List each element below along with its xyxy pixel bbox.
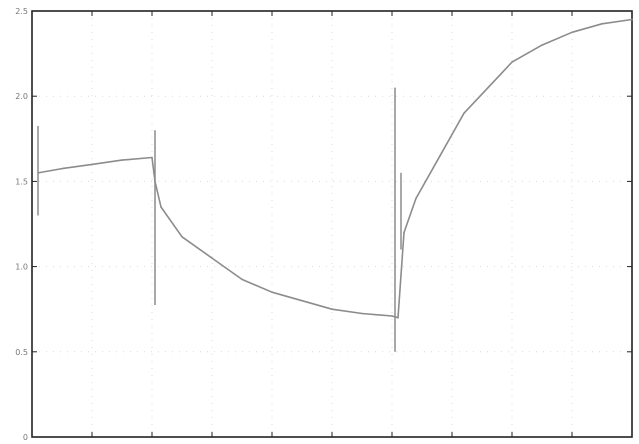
data-point bbox=[160, 206, 162, 208]
data-point bbox=[241, 278, 243, 281]
data-point bbox=[181, 235, 183, 238]
chart-series bbox=[37, 18, 633, 352]
series-line bbox=[37, 18, 633, 319]
data-point bbox=[211, 257, 213, 259]
data-point bbox=[391, 315, 393, 317]
data-point bbox=[331, 308, 333, 311]
data-point bbox=[61, 167, 63, 170]
data-point bbox=[361, 312, 363, 315]
y-tick-label: 2.5 bbox=[15, 7, 28, 16]
data-point bbox=[151, 156, 153, 159]
data-point bbox=[487, 86, 489, 89]
y-tick-label: 1.0 bbox=[15, 263, 28, 272]
y-tick-label: 0 bbox=[23, 433, 28, 442]
y-tick-label: 2.0 bbox=[15, 92, 28, 101]
data-point bbox=[397, 316, 399, 319]
data-point bbox=[91, 163, 93, 166]
data-point bbox=[121, 159, 123, 161]
chart-ticks: 0 0.5 1.0 1.5 2.0 2.5 bbox=[15, 7, 633, 442]
data-point bbox=[631, 18, 633, 21]
data-point bbox=[439, 155, 441, 157]
y-tick-label: 1.5 bbox=[15, 177, 28, 186]
data-point bbox=[301, 299, 303, 302]
data-point bbox=[463, 112, 465, 115]
data-point bbox=[415, 197, 417, 200]
data-point bbox=[271, 291, 273, 293]
chart-grid bbox=[32, 11, 632, 437]
y-tick-label: 0.5 bbox=[15, 348, 28, 357]
data-point bbox=[571, 31, 573, 34]
data-point bbox=[601, 22, 603, 25]
data-point bbox=[511, 61, 513, 63]
data-point bbox=[403, 231, 405, 234]
data-point bbox=[541, 44, 543, 46]
